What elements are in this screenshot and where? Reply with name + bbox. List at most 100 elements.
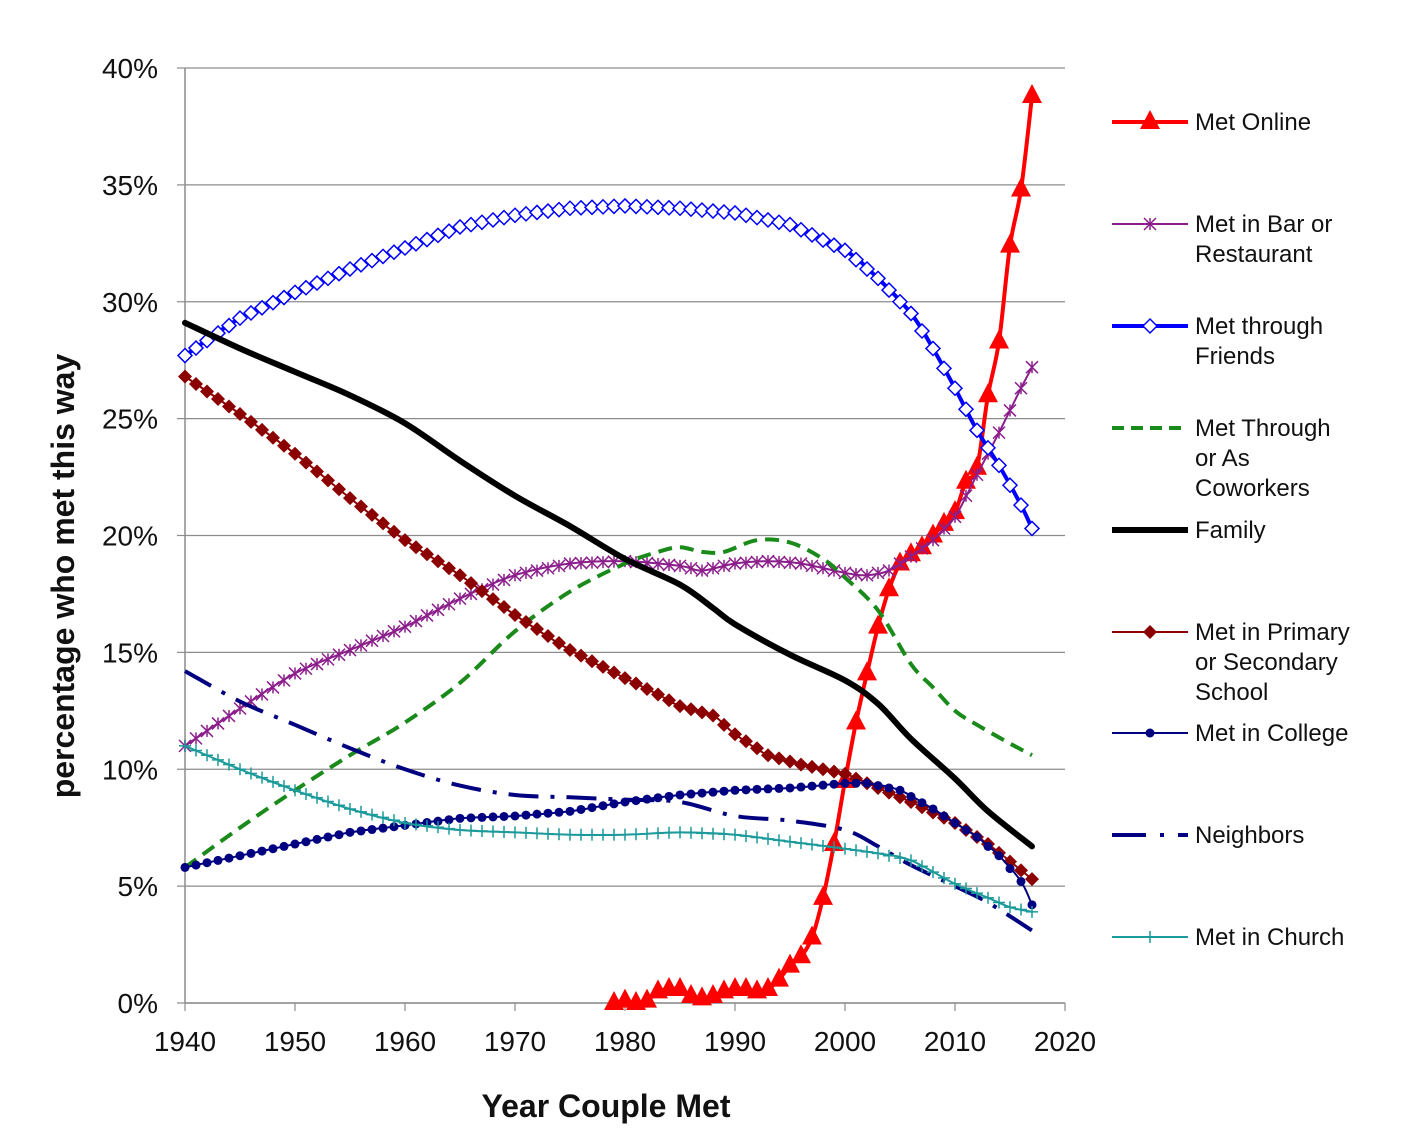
- data-point: [212, 753, 224, 766]
- data-point: [388, 814, 400, 827]
- data-point: [805, 759, 819, 774]
- data-point: [310, 657, 324, 671]
- data-point: [806, 838, 818, 851]
- data-point: [563, 557, 577, 571]
- data-point: [574, 648, 588, 663]
- data-point: [1140, 110, 1160, 129]
- data-point: [365, 507, 379, 522]
- data-point: [862, 778, 872, 788]
- data-point: [772, 555, 786, 569]
- data-point: [730, 785, 740, 795]
- data-point: [825, 237, 843, 254]
- data-point: [268, 844, 278, 854]
- data-point: [868, 614, 888, 634]
- series-met-in-primary-or-secondary-school: [178, 369, 1039, 887]
- data-point: [473, 214, 491, 231]
- data-point: [530, 564, 544, 578]
- data-point: [769, 967, 789, 987]
- axes: 0% 5% 10% 15% 20% 25% 30% 35% 40% 1940 1950 1960 197…: [102, 53, 1096, 1057]
- data-point: [641, 827, 653, 840]
- data-point: [750, 741, 764, 756]
- series-line: [182, 319, 1035, 850]
- data-point: [893, 557, 907, 571]
- data-point: [696, 827, 708, 840]
- data-point: [552, 559, 566, 573]
- data-point: [176, 347, 194, 364]
- data-point: [565, 806, 575, 816]
- data-point: [729, 828, 741, 841]
- data-point: [792, 221, 810, 238]
- data-point: [857, 661, 877, 681]
- data-point: [264, 294, 282, 311]
- data-point: [290, 839, 300, 849]
- data-point: [486, 592, 500, 607]
- data-point: [927, 866, 939, 879]
- data-point: [770, 214, 788, 231]
- data-point: [959, 489, 973, 503]
- data-point: [773, 834, 785, 847]
- data-point: [1145, 728, 1155, 738]
- data-point: [563, 643, 577, 658]
- data-point: [913, 322, 931, 340]
- data-point: [618, 671, 632, 686]
- series-met-online: [604, 84, 1042, 1010]
- data-point: [211, 716, 225, 730]
- data-point: [726, 204, 744, 221]
- data-point: [345, 827, 355, 837]
- data-point: [332, 648, 346, 662]
- x-tick-label: 2020: [1034, 1026, 1096, 1057]
- data-point: [794, 757, 808, 772]
- data-point: [594, 198, 612, 215]
- data-point: [608, 828, 620, 841]
- data-point: [311, 791, 323, 804]
- data-point: [508, 568, 522, 582]
- data-point: [442, 597, 456, 611]
- data-point: [561, 200, 579, 217]
- data-point: [519, 566, 533, 580]
- x-tick-label: 2000: [814, 1026, 876, 1057]
- data-point: [587, 803, 597, 813]
- data-point: [289, 784, 301, 797]
- data-point: [829, 779, 839, 789]
- data-point: [255, 687, 269, 701]
- data-point: [923, 523, 943, 543]
- series-line: [184, 669, 1034, 933]
- data-point: [718, 828, 730, 841]
- data-point: [495, 209, 513, 226]
- data-point: [233, 406, 247, 421]
- data-point: [861, 845, 873, 858]
- data-point: [946, 380, 964, 397]
- data-point: [398, 533, 412, 548]
- data-point: [937, 521, 951, 536]
- data-point: [1022, 84, 1042, 104]
- data-point: [894, 852, 906, 865]
- data-point: [1003, 403, 1017, 417]
- data-point: [926, 533, 940, 547]
- x-tick-label: 1950: [264, 1026, 326, 1057]
- data-point: [1004, 901, 1016, 914]
- data-point: [873, 781, 883, 791]
- data-point: [1015, 903, 1027, 916]
- y-tick-label: 5%: [118, 871, 158, 902]
- data-point: [972, 832, 982, 842]
- data-point: [531, 827, 543, 840]
- data-point: [477, 812, 487, 822]
- data-point: [1023, 520, 1041, 537]
- data-point: [246, 848, 256, 858]
- data-point: [1012, 497, 1030, 514]
- data-point: [189, 377, 203, 392]
- data-point: [510, 811, 520, 821]
- data-point: [728, 557, 742, 571]
- data-point: [961, 825, 971, 835]
- data-point: [1143, 625, 1157, 639]
- data-point: [343, 643, 357, 657]
- data-point: [673, 699, 687, 714]
- data-point: [508, 607, 522, 622]
- data-point: [343, 491, 357, 506]
- data-point: [660, 199, 678, 216]
- y-tick-label: 15%: [102, 637, 158, 668]
- data-point: [552, 636, 566, 651]
- data-point: [935, 360, 953, 377]
- data-point: [983, 841, 993, 851]
- data-point: [828, 841, 840, 854]
